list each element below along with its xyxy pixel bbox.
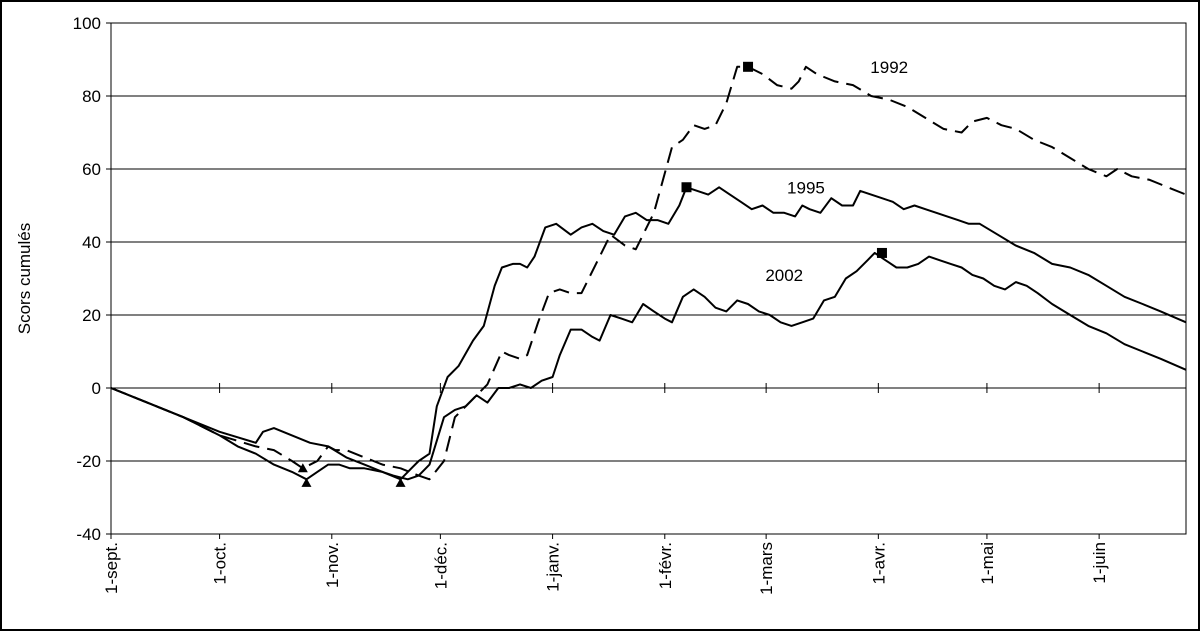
- y-axis-title: Scors cumulés: [15, 223, 34, 334]
- series-label-1992: 1992: [870, 58, 908, 77]
- x-tick-label: 1-mars: [757, 542, 776, 595]
- y-tick-label: 100: [73, 14, 101, 33]
- y-tick-label: 20: [82, 306, 101, 325]
- y-tick-label: 60: [82, 160, 101, 179]
- markers: [297, 61, 887, 487]
- max-marker-2002: [876, 247, 887, 258]
- max-marker-1992: [743, 61, 754, 72]
- plot-border: [110, 22, 1187, 535]
- y-tick-label: 40: [82, 233, 101, 252]
- labels: 100 80 60 40 20 0 -20 -401-sept. 1-oct. 1-nov. 1-d…: [15, 14, 1109, 595]
- x-tick-label: 1-janv.: [544, 542, 563, 592]
- min-marker-1992: [297, 463, 308, 473]
- x-tick-label: 1-déc.: [431, 542, 450, 589]
- x-tick-label: 1-oct.: [211, 542, 230, 585]
- y-tick-label: 80: [82, 87, 101, 106]
- x-tick-label: 1-avr.: [869, 542, 888, 585]
- series-line-1992: [110, 65, 1187, 481]
- x-tick-label: 1-nov.: [323, 542, 342, 588]
- y-tick-label: 0: [92, 379, 101, 398]
- series-line-2002: [110, 251, 1187, 481]
- series-line-1995: [110, 186, 1187, 481]
- min-marker-1995: [395, 477, 406, 487]
- series: [110, 65, 1187, 481]
- y-tick-label: -20: [76, 452, 101, 471]
- series-label-1995: 1995: [787, 178, 825, 197]
- x-tick-label: 1-mai: [978, 542, 997, 585]
- x-tick-label: 1-juin: [1090, 542, 1109, 584]
- x-tick-label: 1-sept.: [102, 542, 121, 594]
- gridlines: [111, 95, 1186, 462]
- series-label-2002: 2002: [765, 266, 803, 285]
- y-tick-label: -40: [76, 525, 101, 544]
- max-marker-1995: [681, 182, 692, 193]
- x-tick-label: 1-févr.: [656, 542, 675, 589]
- min-marker-2002: [301, 477, 312, 487]
- axes: [106, 22, 1187, 539]
